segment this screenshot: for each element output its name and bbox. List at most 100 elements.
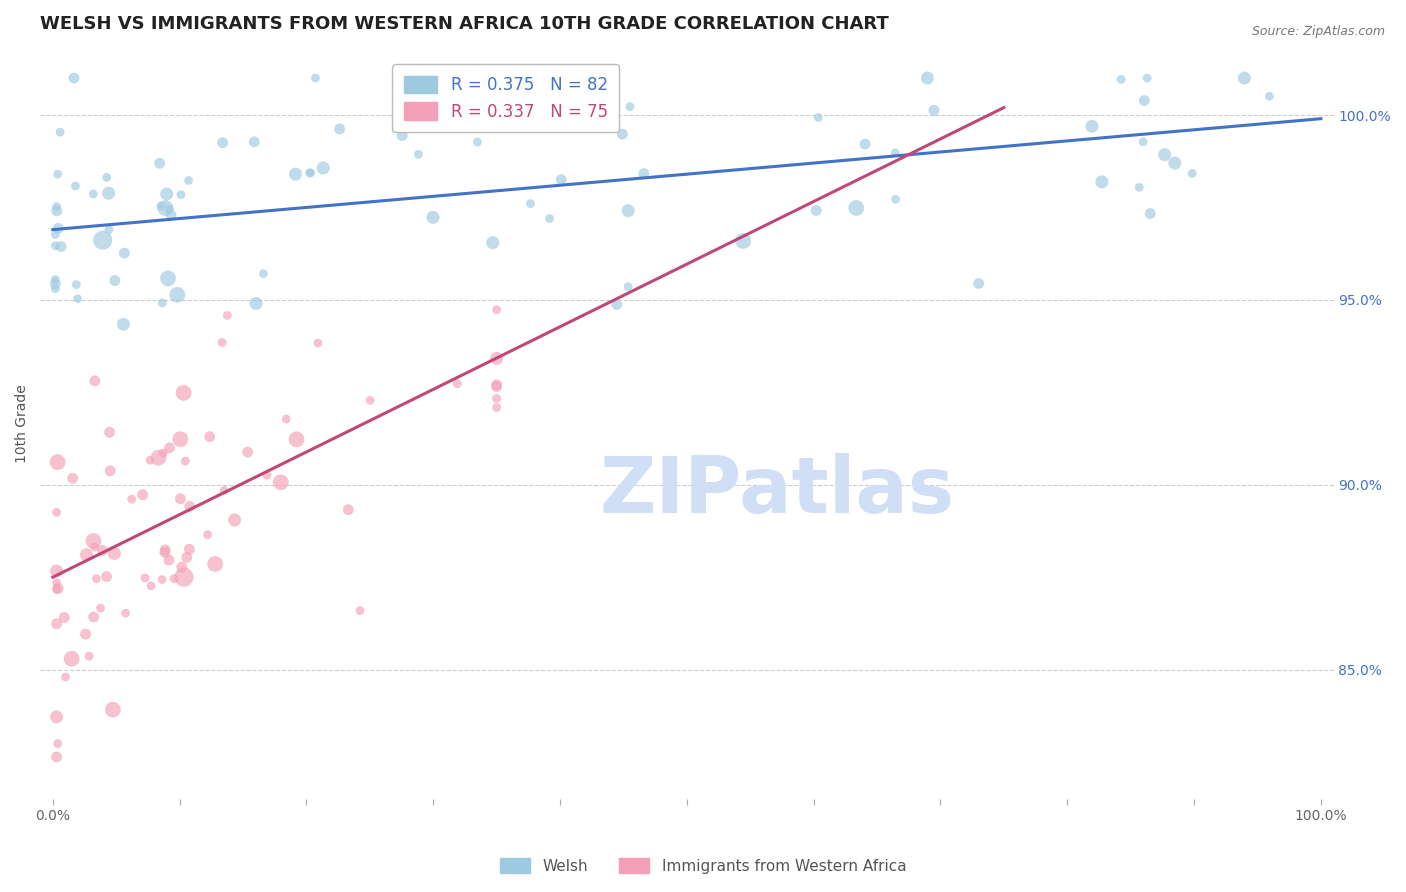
Point (169, 491, 191, 506)
Point (82, 534, 104, 549)
Point (166, 287, 188, 301)
Point (617, 203, 640, 218)
Point (65, 179, 87, 194)
Y-axis label: 10th Grade: 10th Grade (15, 384, 30, 463)
Point (152, 446, 174, 460)
Point (46, 737, 69, 751)
Point (49, 125, 72, 139)
Point (299, 166, 322, 180)
Point (307, 336, 329, 351)
Point (83, 610, 105, 624)
Point (91, 233, 114, 247)
Point (467, 135, 489, 149)
Point (176, 550, 198, 565)
Point (83, 540, 105, 554)
Point (121, 492, 143, 507)
Point (45, 505, 67, 519)
Point (329, 122, 352, 136)
Point (922, 103, 945, 118)
Point (98, 425, 121, 440)
Point (284, 167, 307, 181)
Point (46, 167, 69, 181)
Point (276, 412, 298, 426)
Point (845, 201, 868, 215)
Point (884, 192, 907, 206)
Text: WELSH VS IMMIGRANTS FROM WESTERN AFRICA 10TH GRADE CORRELATION CHART: WELSH VS IMMIGRANTS FROM WESTERN AFRICA … (41, 15, 889, 33)
Point (155, 543, 177, 558)
Point (612, 127, 634, 141)
Point (46, 455, 69, 469)
Point (83, 374, 105, 388)
Point (198, 430, 221, 444)
Point (211, 136, 233, 150)
Point (243, 135, 266, 149)
Point (44, 277, 66, 291)
Point (481, 235, 503, 250)
Point (619, 100, 641, 114)
Point (104, 274, 127, 288)
Point (391, 128, 413, 143)
Point (96, 170, 118, 185)
Point (1258, 89, 1281, 103)
Point (75, 548, 97, 562)
Point (485, 377, 508, 392)
Point (170, 560, 193, 574)
Point (66, 292, 89, 306)
Point (96, 569, 118, 583)
Point (156, 187, 179, 202)
Point (224, 513, 246, 527)
Point (197, 527, 219, 541)
Point (1133, 94, 1156, 108)
Point (312, 161, 335, 175)
Point (252, 267, 274, 281)
Point (884, 145, 907, 160)
Point (298, 166, 321, 180)
Point (163, 572, 186, 586)
Point (77, 649, 100, 664)
Point (204, 557, 226, 571)
Point (179, 542, 201, 557)
Point (179, 500, 201, 514)
Point (103, 546, 125, 560)
Point (112, 246, 135, 260)
Point (256, 468, 278, 483)
Point (45, 575, 67, 590)
Point (1139, 206, 1161, 220)
Point (853, 137, 876, 152)
Point (55, 670, 77, 684)
Point (97, 186, 120, 201)
Point (155, 201, 177, 215)
Point (236, 445, 259, 459)
Point (75, 627, 97, 641)
Point (148, 450, 170, 465)
Point (45, 564, 67, 578)
Point (571, 70, 593, 85)
Point (46, 221, 69, 235)
Point (157, 553, 180, 567)
Point (245, 296, 267, 310)
Point (519, 196, 541, 211)
Point (633, 167, 655, 181)
Point (169, 432, 191, 446)
Point (485, 302, 508, 317)
Point (422, 211, 444, 225)
Point (1153, 147, 1175, 161)
Point (131, 488, 153, 502)
Point (45, 616, 67, 631)
Point (160, 208, 183, 222)
Point (1136, 70, 1159, 85)
Point (45, 750, 67, 764)
Point (44, 272, 66, 286)
Point (114, 606, 136, 620)
Point (150, 573, 173, 587)
Point (53, 610, 76, 624)
Point (157, 202, 180, 217)
Point (408, 147, 430, 161)
Point (1091, 175, 1114, 189)
Point (359, 393, 381, 408)
Point (337, 502, 360, 516)
Point (44, 282, 66, 296)
Point (45, 200, 67, 214)
Point (170, 187, 193, 202)
Point (1128, 180, 1150, 194)
